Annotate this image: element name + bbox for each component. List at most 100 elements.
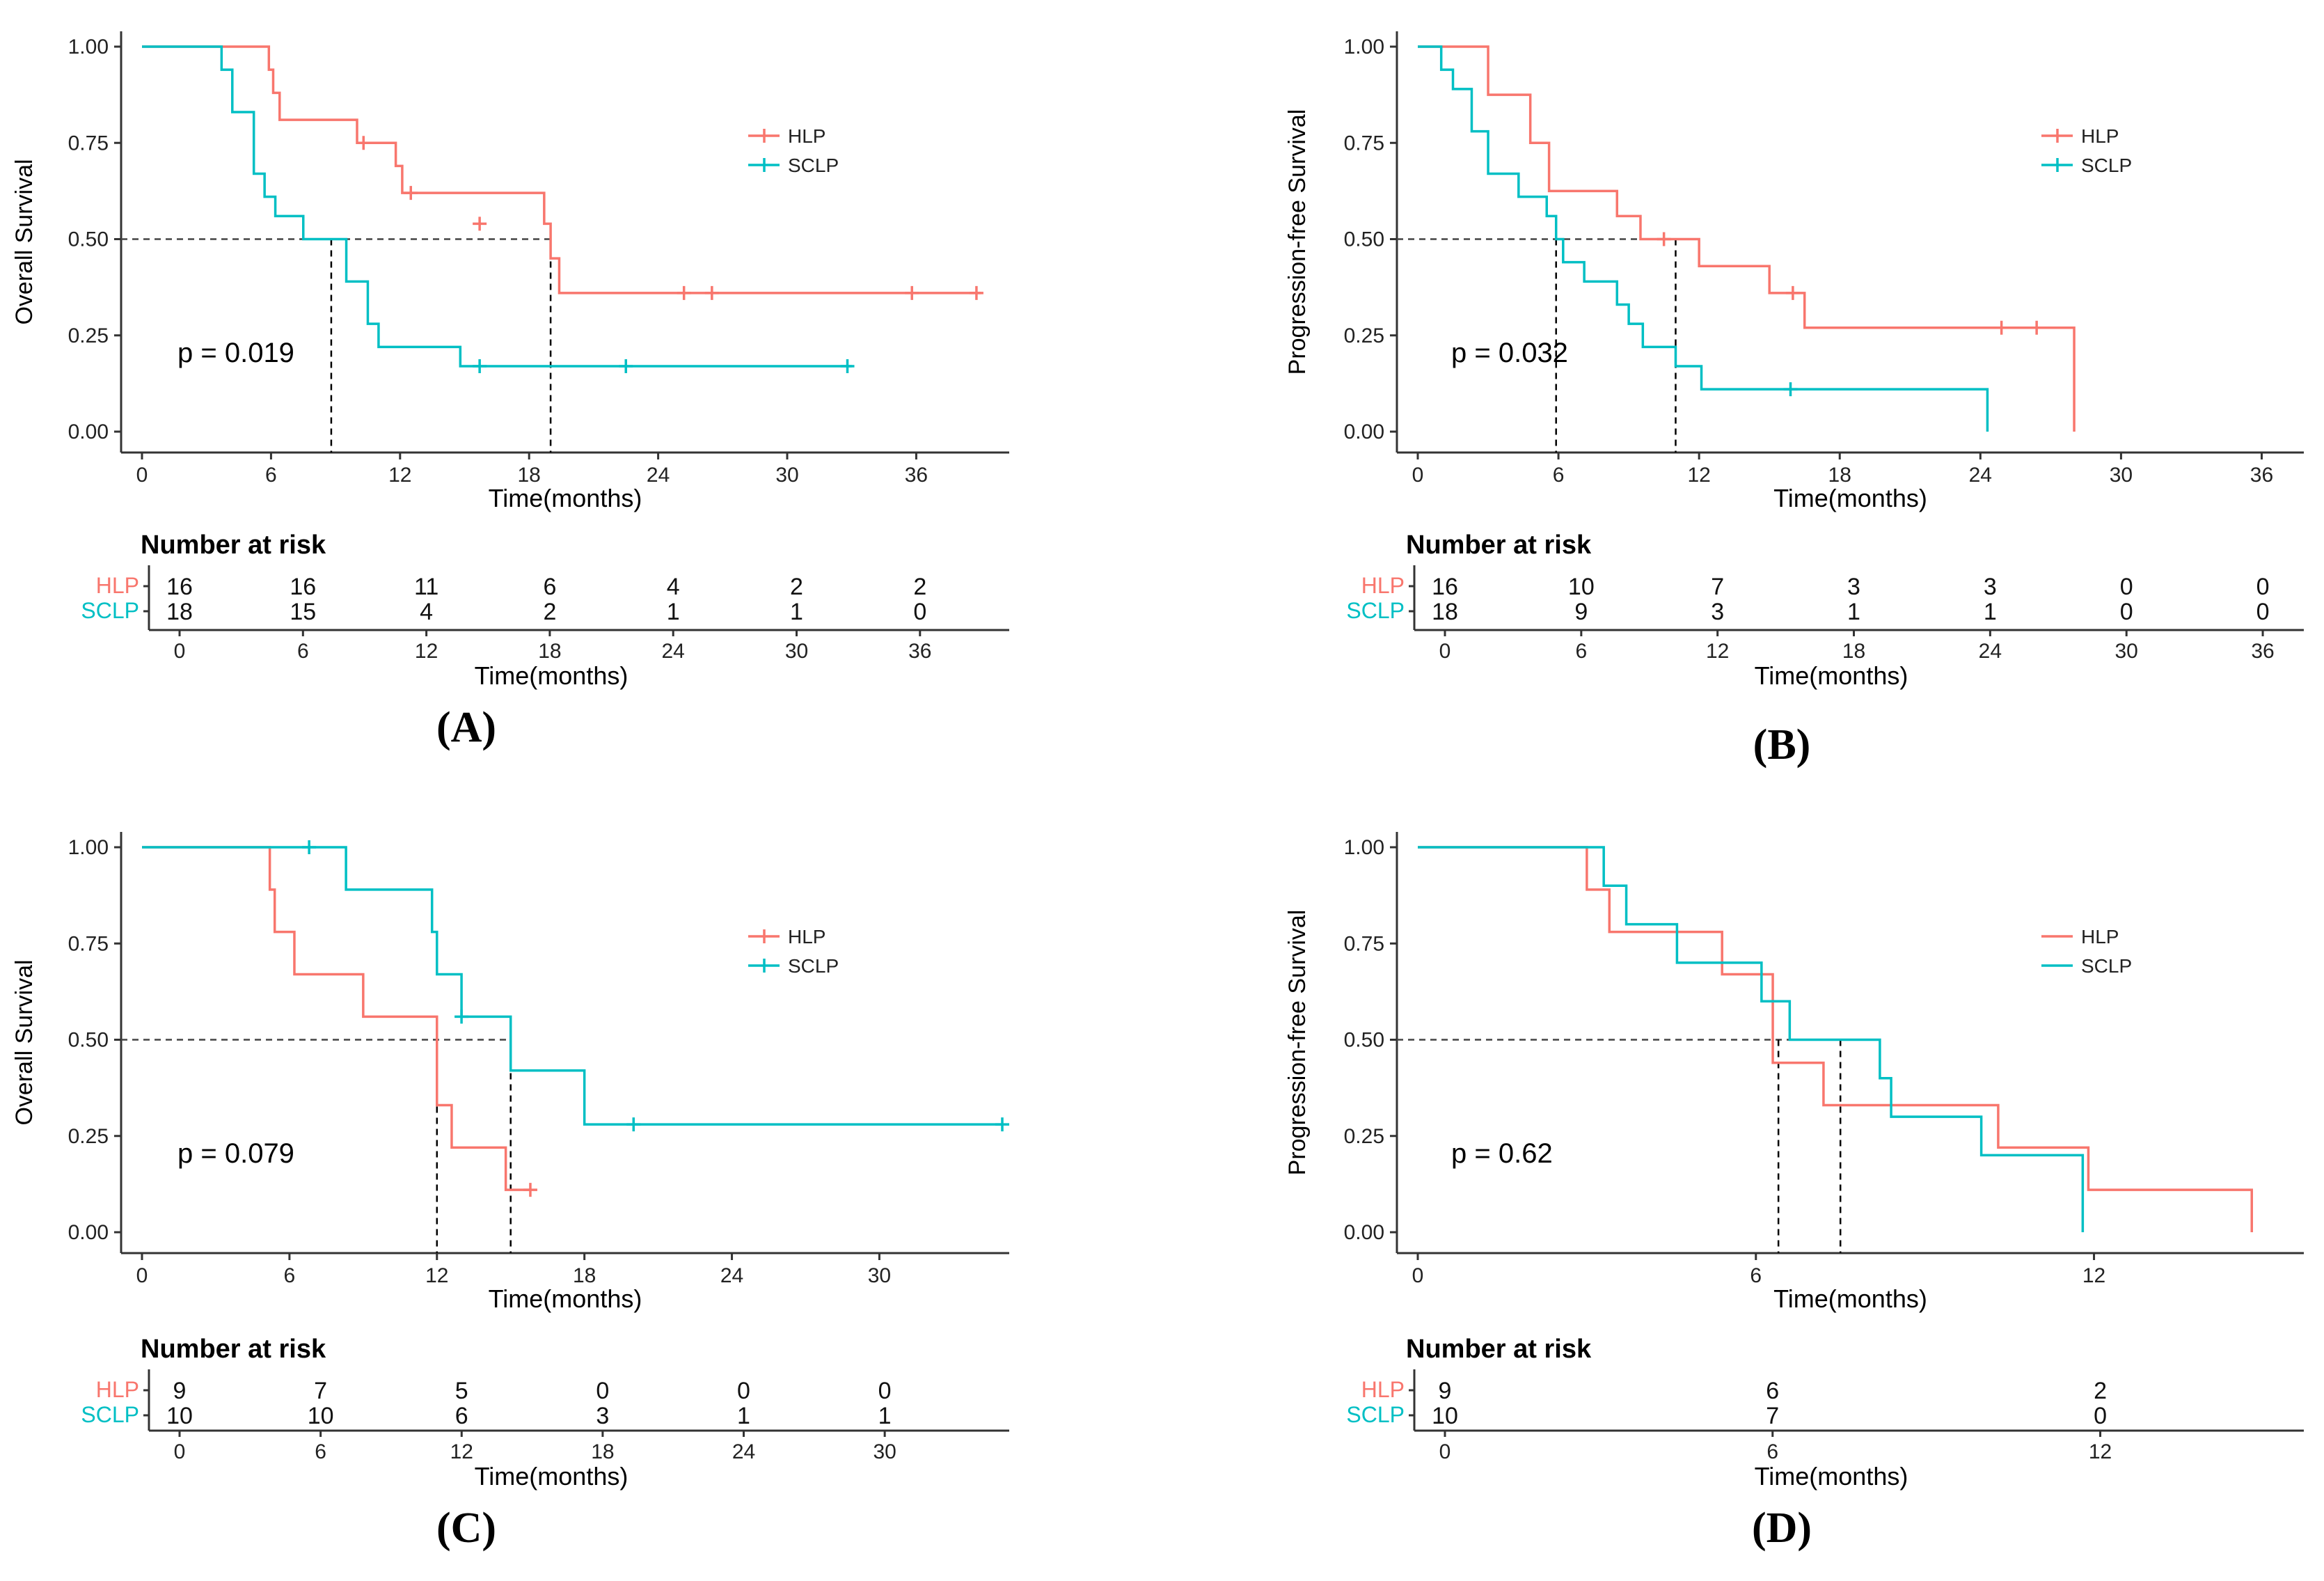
risk-count-cell: 1 <box>737 1403 750 1429</box>
censor-mark-sclp <box>1783 382 1798 397</box>
legend-label-hlp: HLP <box>2081 125 2119 147</box>
censor-mark-sclp <box>995 1117 1009 1132</box>
panel-label: (C) <box>436 1504 496 1552</box>
censor-mark-hlp <box>677 285 691 300</box>
censor-mark-hlp <box>404 186 418 200</box>
survival-curve-sclp <box>1418 846 2085 1232</box>
x-tick-label: 36 <box>905 464 928 487</box>
x-tick-label: 36 <box>2250 464 2273 487</box>
risk-count-cell: 0 <box>2120 599 2133 625</box>
x-tick-label: 6 <box>265 464 277 487</box>
y-tick-label: 1.00 <box>1344 836 1384 859</box>
censor-mark-hlp <box>2030 320 2044 335</box>
risk-table-title: Number at risk <box>1406 1335 1592 1364</box>
risk-count-cell: 0 <box>596 1378 609 1404</box>
survival-curve-sclp <box>1418 45 1989 432</box>
y-tick-label: 0.75 <box>68 132 109 155</box>
risk-x-tick-label: 30 <box>873 1440 896 1463</box>
panel-b: 0.000.250.500.751.000 6 12 18 24 30 36Progress… <box>1284 31 2304 769</box>
x-tick-label: 24 <box>720 1264 743 1287</box>
panel-label: (D) <box>1752 1504 1812 1552</box>
y-tick-label: 0.50 <box>68 1029 109 1052</box>
x-tick-label: 18 <box>573 1264 596 1287</box>
censor-mark-sclp <box>619 359 633 373</box>
y-tick-label: 0.00 <box>68 1221 109 1244</box>
risk-count-cell: 18 <box>1432 599 1458 625</box>
risk-x-axis-title: Time(months) <box>1755 1462 1908 1490</box>
risk-table-title: Number at risk <box>1406 530 1592 560</box>
risk-x-tick-label: 24 <box>662 640 685 663</box>
risk-row-label-hlp: HLP <box>96 573 139 598</box>
survival-curve-hlp <box>142 846 530 1191</box>
risk-row-label-hlp: HLP <box>1361 1377 1405 1402</box>
risk-count-cell: 11 <box>414 574 438 600</box>
risk-count-cell: 3 <box>1984 574 1997 600</box>
risk-count-cell: 7 <box>1766 1403 1779 1429</box>
risk-count-cell: 2 <box>543 599 556 625</box>
legend-label-sclp: SCLP <box>2081 955 2132 977</box>
risk-count-cell: 1 <box>667 599 680 625</box>
risk-x-tick-label: 30 <box>785 640 808 663</box>
x-tick-label: 18 <box>1828 464 1851 487</box>
risk-x-tick-label: 18 <box>591 1440 614 1463</box>
risk-x-tick-label: 6 <box>297 640 309 663</box>
risk-count-cell: 5 <box>455 1378 468 1404</box>
censor-mark-hlp <box>1657 232 1671 246</box>
risk-x-tick-label: 0 <box>174 640 186 663</box>
x-tick-label: 30 <box>775 464 798 487</box>
y-tick-label: 0.75 <box>68 932 109 955</box>
risk-count-cell: 9 <box>1439 1378 1452 1404</box>
risk-count-cell: 10 <box>308 1403 334 1429</box>
risk-x-tick-label: 36 <box>908 640 931 663</box>
risk-x-tick-label: 0 <box>1439 1440 1451 1463</box>
x-tick-label: 12 <box>388 464 411 487</box>
survival-curve-hlp <box>1418 45 2076 432</box>
legend-label-hlp: HLP <box>788 125 825 147</box>
censor-mark-hlp <box>1785 285 1800 300</box>
censor-mark-sclp <box>840 359 855 373</box>
y-axis-title: Progression-free Survival <box>1284 109 1311 375</box>
risk-count-cell: 2 <box>913 574 926 600</box>
risk-x-tick-label: 36 <box>2251 640 2274 663</box>
risk-row-label-hlp: HLP <box>1361 573 1405 598</box>
survival-curve-sclp <box>142 846 1002 1126</box>
risk-x-axis-title: Time(months) <box>475 1462 629 1490</box>
y-tick-label: 0.75 <box>1344 132 1384 155</box>
risk-count-cell: 0 <box>737 1378 750 1404</box>
x-tick-label: 0 <box>1412 1264 1424 1287</box>
risk-count-cell: 7 <box>1711 574 1724 600</box>
legend-label-sclp: SCLP <box>788 955 839 977</box>
y-tick-label: 1.00 <box>68 36 109 58</box>
x-tick-label: 0 <box>136 1264 148 1287</box>
risk-count-cell: 0 <box>2256 574 2270 600</box>
risk-count-cell: 6 <box>455 1403 468 1429</box>
risk-count-cell: 16 <box>1432 574 1458 600</box>
risk-x-axis-title: Time(months) <box>1755 661 1908 690</box>
risk-x-tick-label: 6 <box>315 1440 326 1463</box>
legend-label-sclp: SCLP <box>2081 155 2132 176</box>
censor-mark-hlp <box>356 136 371 150</box>
risk-count-cell: 0 <box>2256 599 2270 625</box>
p-value-label: p = 0.019 <box>177 338 294 368</box>
risk-count-cell: 10 <box>1568 574 1595 600</box>
risk-table-title: Number at risk <box>141 530 326 560</box>
x-tick-label: 18 <box>518 464 541 487</box>
risk-count-cell: 10 <box>166 1403 193 1429</box>
x-tick-label: 12 <box>1687 464 1710 487</box>
x-tick-label: 24 <box>1969 464 1992 487</box>
p-value-label: p = 0.079 <box>177 1138 294 1169</box>
y-tick-label: 0.00 <box>1344 420 1384 443</box>
risk-count-cell: 16 <box>290 574 316 600</box>
legend-label-hlp: HLP <box>2081 926 2119 947</box>
risk-count-cell: 2 <box>2094 1378 2107 1404</box>
risk-x-tick-label: 24 <box>1979 640 2002 663</box>
x-axis-title: Time(months) <box>489 1284 642 1313</box>
y-tick-label: 0.25 <box>68 324 109 347</box>
risk-count-cell: 1 <box>1847 599 1860 625</box>
x-axis-title: Time(months) <box>1773 1284 1927 1313</box>
risk-x-axis-title: Time(months) <box>475 661 629 690</box>
survival-curve-hlp <box>142 45 981 294</box>
censor-mark-hlp <box>523 1183 537 1197</box>
